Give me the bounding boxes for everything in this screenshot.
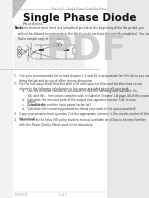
Text: Rectifiers: Rectifiers bbox=[23, 22, 44, 26]
Bar bbox=[73, 48, 77, 54]
Text: Figure 1 Full-wave diode Rectifier with 2 RLC-type capacitor filter and Inductiv: Figure 1 Full-wave diode Rectifier with … bbox=[0, 69, 99, 70]
Text: PDF: PDF bbox=[46, 33, 127, 67]
Text: a.   Use the iteration simulation simulation to find the following and calculate: a. Use the iteration simulation simulati… bbox=[17, 89, 149, 104]
Bar bbox=[13, 0, 107, 198]
Text: 5/18/2011: 5/18/2011 bbox=[14, 193, 28, 197]
Text: 1: 1 bbox=[14, 7, 16, 11]
Text: Pre-Lab 1 - Single Phase Diode Rectifiers: Pre-Lab 1 - Single Phase Diode Rectifier… bbox=[52, 7, 106, 11]
Bar bbox=[14, 36, 85, 68]
Text: Note:: Note: bbox=[14, 27, 23, 30]
Text: 1.   Use your recommended list to read chapter 1,2 and 10 in preparation for thi: 1. Use your recommended list to read cha… bbox=[14, 74, 149, 83]
Text: 4.   Take a look at the Falca S/S policy student manual available on eClass to b: 4. Take a look at the Falca S/S policy s… bbox=[14, 118, 146, 127]
Text: Every student must hand in a completed pre-lab at the beginning of the lab perio: Every student must hand in a completed p… bbox=[18, 27, 149, 41]
Text: 2.   For the half-wave diode Rectifier with a 50 mfd capacitor filter and Isolat: 2. For the half-wave diode Rectifier wit… bbox=[14, 82, 142, 91]
Text: d.   Calculate the remaining parameters (show your work in the space provided): d. Calculate the remaining parameters (s… bbox=[17, 107, 136, 111]
Text: 1 of 3: 1 of 3 bbox=[59, 193, 67, 197]
Text: Single Phase Diode: Single Phase Diode bbox=[23, 13, 137, 23]
Text: c.   Calculate the rectifier input power factor (pf.): c. Calculate the rectifier input power f… bbox=[17, 103, 91, 107]
Text: 3.   Copy your answers from question 2 to the appropriate columns in the results: 3. Copy your answers from question 2 to … bbox=[14, 112, 149, 121]
Text: b.   Calculate the rms and peak of the output and capacitor current: Cdc, Ic,max: b. Calculate the rms and peak of the out… bbox=[17, 98, 137, 108]
Polygon shape bbox=[13, 0, 26, 18]
Bar bbox=[0, 0, 13, 198]
